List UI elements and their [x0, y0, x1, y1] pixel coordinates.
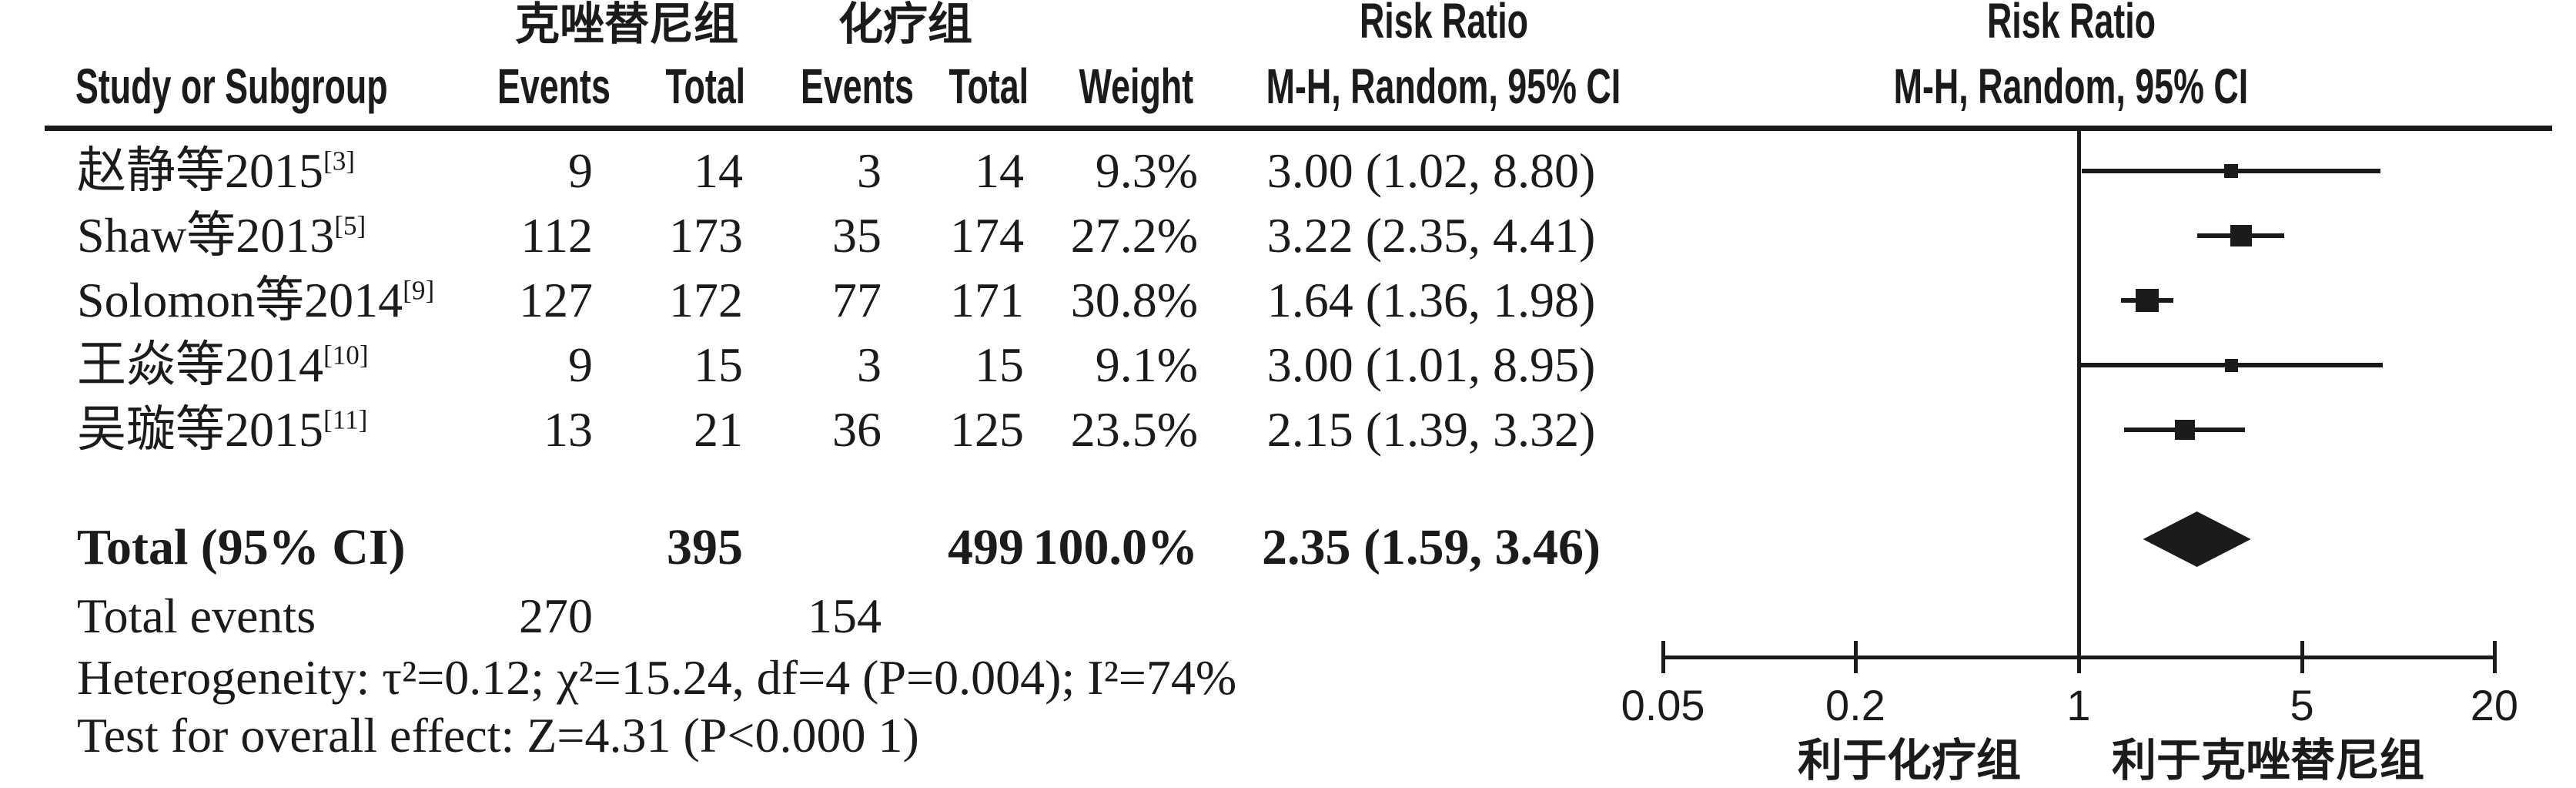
col-header-events-ctrl: Events	[801, 59, 914, 114]
total-rr-ci-value: 2.35 (1.59, 3.46)	[1262, 519, 1601, 575]
header-divider-rule	[45, 126, 2552, 131]
events-exp-value: 13	[544, 402, 593, 457]
study-label: 王焱等2014[10]	[77, 337, 369, 392]
study-ref: [9]	[403, 275, 435, 306]
total-ctrl-value: 174	[950, 208, 1024, 263]
rr-ci-text: 3.00 (1.02, 8.80)	[1266, 143, 1596, 198]
axis-tick	[1661, 641, 1666, 673]
col-header-mh-left: M-H, Random, 95% CI	[1266, 59, 1621, 114]
rr-ci-text: 2.15 (1.39, 3.32)	[1266, 402, 1596, 457]
axis-tick-label: 0.05	[1621, 681, 1705, 729]
axis-tick	[1853, 641, 1858, 673]
weight-value: 23.5%	[1070, 402, 1198, 457]
study-label: Solomon等2014[9]	[77, 273, 435, 327]
axis-tick-label: 5	[2290, 681, 2314, 729]
effect-size-marker	[2174, 420, 2195, 440]
study-label: 赵静等2015[3]	[77, 143, 356, 198]
risk-ratio-header-left: Risk Ratio	[1359, 0, 1528, 49]
control-group-header: 化疗组	[838, 0, 972, 49]
total-exp-value: 172	[669, 273, 743, 327]
axis-tick-label: 0.2	[1825, 681, 1885, 729]
col-header-study: Study or Subgroup	[75, 59, 388, 114]
axis-tick	[2077, 641, 2081, 673]
total-ctrl-value: 15	[975, 337, 1024, 392]
col-header-weight: Weight	[1079, 59, 1193, 114]
weight-value: 27.2%	[1070, 208, 1198, 263]
rr-ci-text: 3.22 (2.35, 4.41)	[1266, 208, 1596, 263]
col-header-events-exp: Events	[497, 59, 611, 114]
study-ref: [3]	[323, 146, 356, 176]
favours-left-label: 利于化疗组	[1797, 736, 2021, 786]
axis-tick-label: 20	[2470, 681, 2519, 729]
total-exp-value: 15	[694, 337, 743, 392]
study-ref: [10]	[323, 340, 369, 371]
study-label: 吴璇等2015[11]	[77, 402, 368, 457]
heterogeneity-text: Heterogeneity: τ²=0.12; χ²=15.24, df=4 (…	[77, 650, 1237, 705]
events-exp-value: 127	[519, 273, 593, 327]
axis-tick-label: 1	[2066, 681, 2091, 729]
total-exp-value: 395	[667, 519, 743, 575]
study-label: Shaw等2013[5]	[77, 208, 366, 263]
effect-size-marker	[2224, 164, 2238, 178]
events-ctrl-value: 3	[857, 143, 882, 198]
events-ctrl-value: 3	[857, 337, 882, 392]
effect-size-marker	[2230, 225, 2252, 246]
col-header-total-exp: Total	[665, 59, 745, 114]
rr-ci-text: 3.00 (1.01, 8.95)	[1266, 337, 1596, 392]
col-header-total-ctrl: Total	[948, 59, 1029, 114]
total-events-ctrl-value: 154	[808, 588, 882, 643]
total-exp-value: 21	[694, 402, 743, 457]
total-events-exp-value: 270	[519, 588, 593, 643]
weight-value: 9.1%	[1095, 337, 1198, 392]
total-ctrl-value: 14	[975, 143, 1024, 198]
effect-size-marker	[2136, 289, 2159, 312]
total-row-label: Total (95% CI)	[77, 519, 406, 575]
weight-value: 9.3%	[1095, 143, 1198, 198]
effect-size-marker	[2224, 358, 2238, 372]
axis-tick	[2300, 641, 2305, 673]
total-exp-value: 173	[669, 208, 743, 263]
rr-ci-text: 1.64 (1.36, 1.98)	[1266, 273, 1596, 327]
events-ctrl-value: 35	[832, 208, 882, 263]
experimental-group-header: 克唑替尼组	[514, 0, 738, 49]
events-exp-value: 9	[568, 143, 593, 198]
axis-tick	[2492, 641, 2497, 673]
total-events-label: Total events	[77, 588, 316, 643]
study-ref: [11]	[323, 404, 368, 435]
total-ctrl-value: 499	[948, 519, 1024, 575]
summary-diamond	[2143, 511, 2251, 567]
events-exp-value: 112	[520, 208, 593, 263]
weight-value: 30.8%	[1070, 273, 1198, 327]
events-ctrl-value: 77	[832, 273, 882, 327]
total-exp-value: 14	[694, 143, 743, 198]
risk-ratio-header-right: Risk Ratio	[1986, 0, 2156, 49]
total-ctrl-value: 171	[950, 273, 1024, 327]
events-ctrl-value: 36	[832, 402, 882, 457]
null-line	[2077, 128, 2081, 657]
study-ref: [5]	[334, 210, 366, 241]
overall-effect-text: Test for overall effect: Z=4.31 (P<0.000…	[77, 708, 919, 763]
total-ctrl-value: 125	[950, 402, 1024, 457]
events-exp-value: 9	[568, 337, 593, 392]
favours-right-label: 利于克唑替尼组	[2111, 736, 2424, 786]
total-weight-value: 100.0%	[1032, 519, 1199, 575]
col-header-mh-right: M-H, Random, 95% CI	[1893, 59, 2249, 114]
